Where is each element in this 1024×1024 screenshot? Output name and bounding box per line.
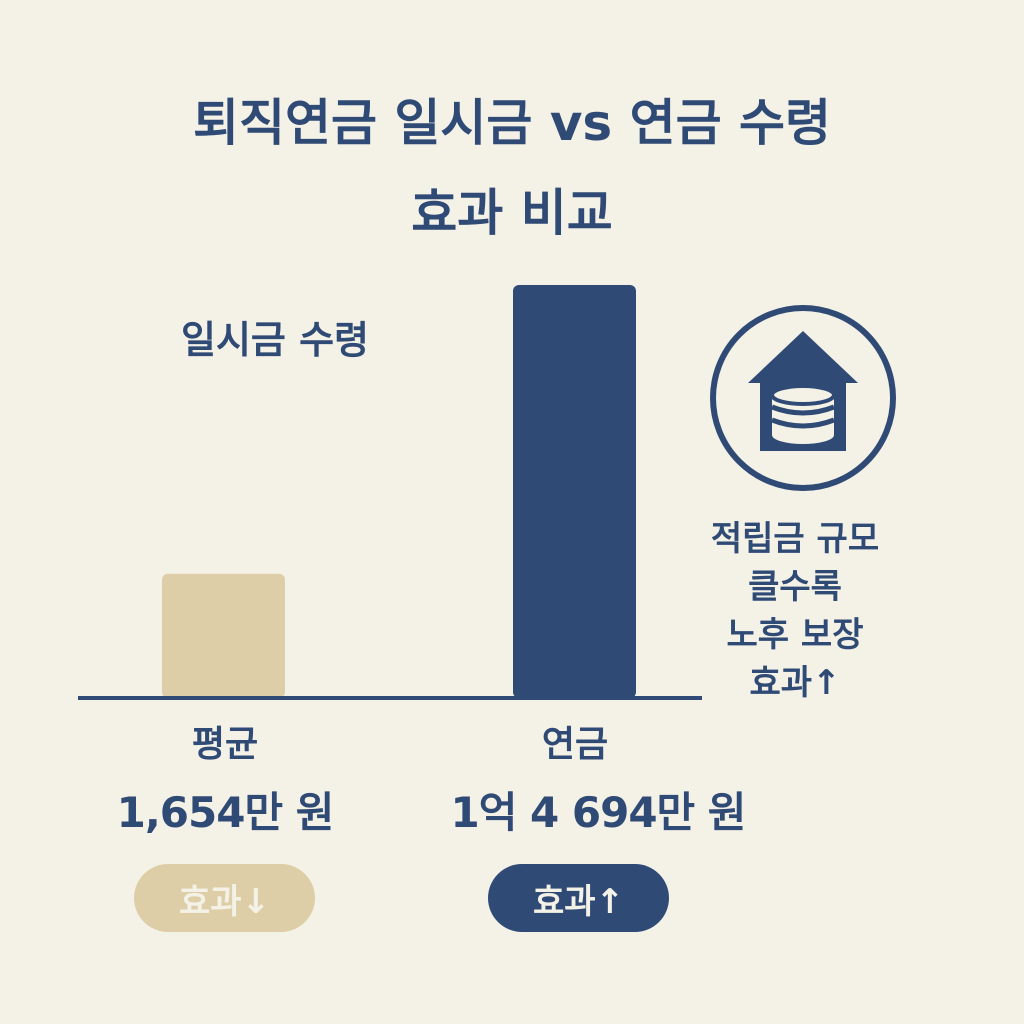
- side-note-line-4: 효과↑: [749, 663, 841, 703]
- side-note-line-2: 클수록: [748, 567, 842, 607]
- side-note: 적립금 규모 클수록 노후 보장 효과↑: [680, 515, 910, 707]
- page-title: 퇴직연금 일시금 vs 연금 수령 효과 비교: [0, 78, 1024, 258]
- effect-up-badge: 효과↑: [488, 864, 669, 932]
- bar-pension: [513, 285, 636, 698]
- value-label-average: 1,654만 원: [116, 788, 335, 837]
- side-note-line-1: 적립금 규모: [710, 519, 880, 559]
- side-note-line-3: 노후 보장: [726, 615, 864, 655]
- title-line-2: 효과 비교: [411, 184, 613, 242]
- category-label-pension: 연금: [541, 724, 609, 765]
- effect-down-badge: 효과↓: [134, 864, 315, 932]
- lump-sum-label: 일시금 수령: [180, 318, 370, 362]
- house-coins-icon: [708, 303, 898, 493]
- title-line-1: 퇴직연금 일시금 vs 연금 수령: [193, 94, 831, 152]
- bar-average: [162, 573, 285, 698]
- value-label-pension: 1억 4 694만 원: [450, 788, 747, 837]
- category-label-average: 평균: [191, 724, 259, 765]
